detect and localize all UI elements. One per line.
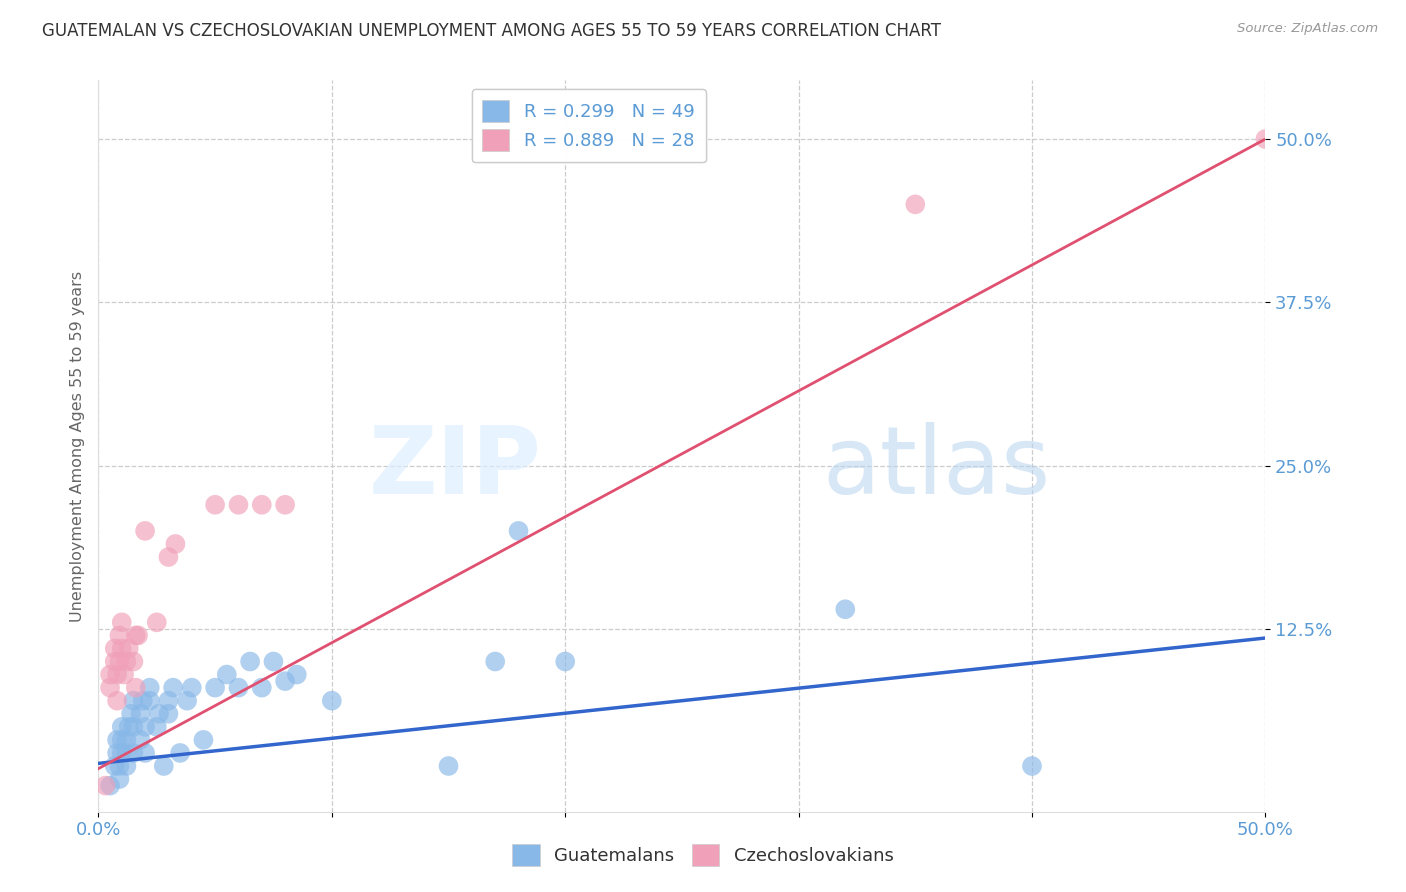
Point [105, 694, 128, 708]
Legend: Guatemalans, Czechoslovakians: Guatemalans, Czechoslovakians [499, 831, 907, 879]
Point [146, 615, 169, 630]
Point [176, 694, 198, 708]
Point [94, 779, 117, 793]
Text: ZIP: ZIP [368, 422, 541, 514]
Point [125, 628, 148, 642]
Point [1021, 759, 1043, 773]
Text: atlas: atlas [823, 422, 1050, 514]
Point [111, 732, 134, 747]
Point [98, 779, 121, 793]
Point [122, 694, 145, 708]
Point [134, 720, 156, 734]
Point [139, 681, 162, 695]
Point [152, 759, 174, 773]
Point [115, 759, 138, 773]
Point [321, 694, 343, 708]
Point [162, 681, 184, 695]
Point [118, 641, 141, 656]
Point [834, 602, 856, 616]
Point [215, 667, 238, 681]
Point [139, 694, 162, 708]
Point [274, 674, 297, 689]
Point [122, 746, 145, 760]
Point [132, 694, 155, 708]
Point [148, 706, 170, 721]
Point [104, 655, 127, 669]
Point [193, 732, 215, 747]
Point [228, 498, 250, 512]
Point [157, 549, 180, 564]
Point [146, 720, 169, 734]
Point [111, 720, 134, 734]
Point [104, 759, 127, 773]
Point [180, 681, 202, 695]
Point [108, 772, 131, 786]
Point [274, 498, 297, 512]
Point [98, 681, 121, 695]
Point [285, 667, 308, 681]
Point [115, 746, 138, 760]
Point [115, 732, 138, 747]
Point [1254, 132, 1277, 146]
Point [250, 498, 273, 512]
Point [157, 694, 180, 708]
Point [105, 746, 128, 760]
Point [904, 197, 927, 211]
Point [239, 655, 262, 669]
Point [105, 732, 128, 747]
Point [262, 655, 284, 669]
Point [122, 655, 145, 669]
Point [111, 641, 134, 656]
Point [118, 720, 141, 734]
Point [111, 746, 134, 760]
Point [111, 615, 134, 630]
Point [108, 759, 131, 773]
Point [127, 628, 149, 642]
Point [108, 655, 131, 669]
Point [134, 746, 156, 760]
Text: GUATEMALAN VS CZECHOSLOVAKIAN UNEMPLOYMENT AMONG AGES 55 TO 59 YEARS CORRELATION: GUATEMALAN VS CZECHOSLOVAKIAN UNEMPLOYME… [42, 22, 941, 40]
Text: Source: ZipAtlas.com: Source: ZipAtlas.com [1237, 22, 1378, 36]
Point [122, 720, 145, 734]
Point [204, 681, 226, 695]
Point [134, 524, 156, 538]
Point [105, 667, 128, 681]
Point [250, 681, 273, 695]
Point [104, 641, 127, 656]
Point [115, 655, 138, 669]
Point [484, 655, 506, 669]
Point [169, 746, 191, 760]
Y-axis label: Unemployment Among Ages 55 to 59 years: Unemployment Among Ages 55 to 59 years [69, 270, 84, 622]
Point [120, 706, 142, 721]
Point [204, 498, 226, 512]
Point [508, 524, 530, 538]
Point [125, 681, 148, 695]
Legend: R = 0.299   N = 49, R = 0.889   N = 28: R = 0.299 N = 49, R = 0.889 N = 28 [471, 89, 706, 162]
Point [98, 667, 121, 681]
Point [108, 628, 131, 642]
Point [437, 759, 460, 773]
Point [165, 537, 187, 551]
Point [129, 732, 152, 747]
Point [554, 655, 576, 669]
Point [228, 681, 250, 695]
Point [129, 706, 152, 721]
Point [112, 667, 135, 681]
Point [157, 706, 180, 721]
